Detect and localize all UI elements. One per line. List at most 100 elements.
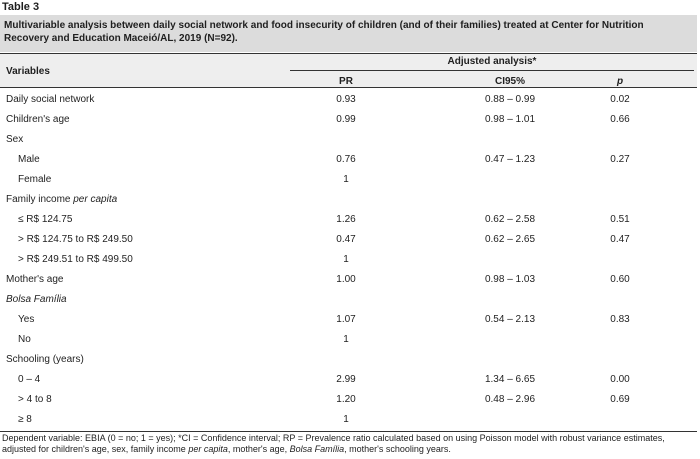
- table-row: Children's age 0.99 0.98 – 1.01 0.66: [0, 111, 697, 131]
- cell-ci95: 0.62 – 2.65: [484, 234, 536, 245]
- footnote-italic-text: Bolsa Família: [289, 444, 345, 454]
- table-row: > 4 to 8 1.20 0.48 – 2.96 0.69: [0, 391, 697, 411]
- row-label-text: > R$ 249.51 to R$ 499.50: [18, 254, 133, 265]
- row-label-text: Yes: [18, 314, 35, 325]
- row-label: Sex: [6, 134, 23, 145]
- row-label-italic: per capita: [73, 194, 118, 205]
- cell-pr: 1: [343, 174, 349, 185]
- cell-pr: 0.99: [336, 114, 356, 125]
- row-label: Family income per capita: [6, 194, 117, 205]
- cell-ci95: 1.34 – 6.65: [484, 374, 536, 385]
- row-label: > R$ 249.51 to R$ 499.50: [18, 254, 133, 265]
- row-label: Mother's age: [6, 274, 64, 285]
- header-divider: [290, 70, 694, 71]
- cell-pr: 1.07: [336, 314, 356, 325]
- row-label: ≤ R$ 124.75: [18, 214, 72, 225]
- cell-pr: 1.26: [336, 214, 356, 225]
- table-row: Family income per capita: [0, 191, 697, 211]
- bottom-rule: [0, 431, 697, 432]
- table-row: ≤ R$ 124.75 1.26 0.62 – 2.58 0.51: [0, 211, 697, 231]
- row-label: Daily social network: [6, 94, 94, 105]
- row-label-text: Sex: [6, 134, 24, 145]
- table-row: Bolsa Família: [0, 291, 697, 311]
- table-footnote: Dependent variable: EBIA (0 = no; 1 = ye…: [2, 433, 696, 455]
- cell-p: 0.51: [610, 214, 630, 225]
- table-row: ≥ 8 1: [0, 411, 697, 431]
- row-label: Female: [18, 174, 51, 185]
- table-row: > R$ 249.51 to R$ 499.50 1: [0, 251, 697, 271]
- row-label-text: Male: [18, 154, 40, 165]
- row-label: ≥ 8: [18, 414, 32, 425]
- cell-pr: 1.20: [336, 394, 356, 405]
- cell-pr: 1: [343, 414, 349, 425]
- cell-p: 0.60: [610, 274, 630, 285]
- row-label-text: > 4 to 8: [18, 394, 52, 405]
- row-label-text: ≥ 8: [18, 414, 32, 425]
- header-ci95: CI95%: [494, 76, 525, 87]
- cell-p: 0.83: [610, 314, 630, 325]
- table-row: 0 – 4 2.99 1.34 – 6.65 0.00: [0, 371, 697, 391]
- cell-p: 0.69: [610, 394, 630, 405]
- table-row: Daily social network 0.93 0.88 – 0.99 0.02: [0, 91, 697, 111]
- row-label-text: Female: [18, 174, 52, 185]
- row-label-text: Schooling (years): [6, 354, 84, 365]
- cell-ci95: 0.88 – 0.99: [484, 94, 536, 105]
- cell-p: 0.00: [610, 374, 630, 385]
- row-label: Children's age: [6, 114, 70, 125]
- table-row: Male 0.76 0.47 – 1.23 0.27: [0, 151, 697, 171]
- row-label: No: [18, 334, 31, 345]
- cell-pr: 0.47: [336, 234, 356, 245]
- table-row: Mother's age 1.00 0.98 – 1.03 0.60: [0, 271, 697, 291]
- cell-pr: 1: [343, 254, 349, 265]
- table-row: Female 1: [0, 171, 697, 191]
- row-label: Schooling (years): [6, 354, 84, 365]
- top-rule: [0, 53, 697, 54]
- footnote-text: Dependent variable: EBIA (0 = no; 1 = ye…: [2, 433, 665, 454]
- row-label-text: 0 – 4: [18, 374, 41, 385]
- cell-pr: 0.76: [336, 154, 356, 165]
- row-label-text: > R$ 124.75 to R$ 249.50: [18, 234, 133, 245]
- header-p: p: [616, 76, 624, 87]
- cell-ci95: 0.98 – 1.03: [484, 274, 536, 285]
- cell-ci95: 0.47 – 1.23: [484, 154, 536, 165]
- row-label: Male: [18, 154, 40, 165]
- cell-pr: 1: [343, 334, 349, 345]
- cell-ci95: 0.48 – 2.96: [484, 394, 536, 405]
- header-pr: PR: [339, 76, 353, 87]
- table-row: No 1: [0, 331, 697, 351]
- row-label-text: Daily social network: [6, 94, 95, 105]
- footnote-italic-text: per capita: [188, 444, 228, 454]
- cell-pr: 1.00: [336, 274, 356, 285]
- row-label-text: ≤ R$ 124.75: [18, 214, 73, 225]
- cell-p: 0.02: [610, 94, 630, 105]
- table-caption: Multivariable analysis between daily soc…: [0, 15, 697, 52]
- table-row: Schooling (years): [0, 351, 697, 371]
- row-label-text: Children's age: [6, 114, 70, 125]
- row-label: Yes: [18, 314, 34, 325]
- cell-p: 0.47: [610, 234, 630, 245]
- table-label: Table 3: [2, 1, 40, 13]
- cell-ci95: 0.98 – 1.01: [484, 114, 536, 125]
- row-label-text: Mother's age: [6, 274, 64, 285]
- table-row: Yes 1.07 0.54 – 2.13 0.83: [0, 311, 697, 331]
- row-label: Bolsa Família: [6, 294, 67, 305]
- cell-pr: 2.99: [336, 374, 356, 385]
- cell-ci95: 0.62 – 2.58: [484, 214, 536, 225]
- row-label: 0 – 4: [18, 374, 40, 385]
- row-label: > R$ 124.75 to R$ 249.50: [18, 234, 133, 245]
- cell-p: 0.66: [610, 114, 630, 125]
- footnote-text: , mother's age,: [227, 444, 290, 454]
- table-row: Sex: [0, 131, 697, 151]
- footnote-text: , mother's schooling years.: [344, 444, 451, 454]
- header-variables: Variables: [6, 66, 50, 77]
- row-label-text: No: [18, 334, 31, 345]
- cell-pr: 0.93: [336, 94, 356, 105]
- row-label-italic: Bolsa Família: [6, 294, 67, 305]
- row-label-text: Family income: [6, 194, 74, 205]
- header-adjusted-analysis: Adjusted analysis*: [447, 56, 537, 67]
- header-bottom-rule: [0, 87, 697, 88]
- cell-p: 0.27: [610, 154, 630, 165]
- table-row: > R$ 124.75 to R$ 249.50 0.47 0.62 – 2.65 0…: [0, 231, 697, 251]
- cell-ci95: 0.54 – 2.13: [484, 314, 536, 325]
